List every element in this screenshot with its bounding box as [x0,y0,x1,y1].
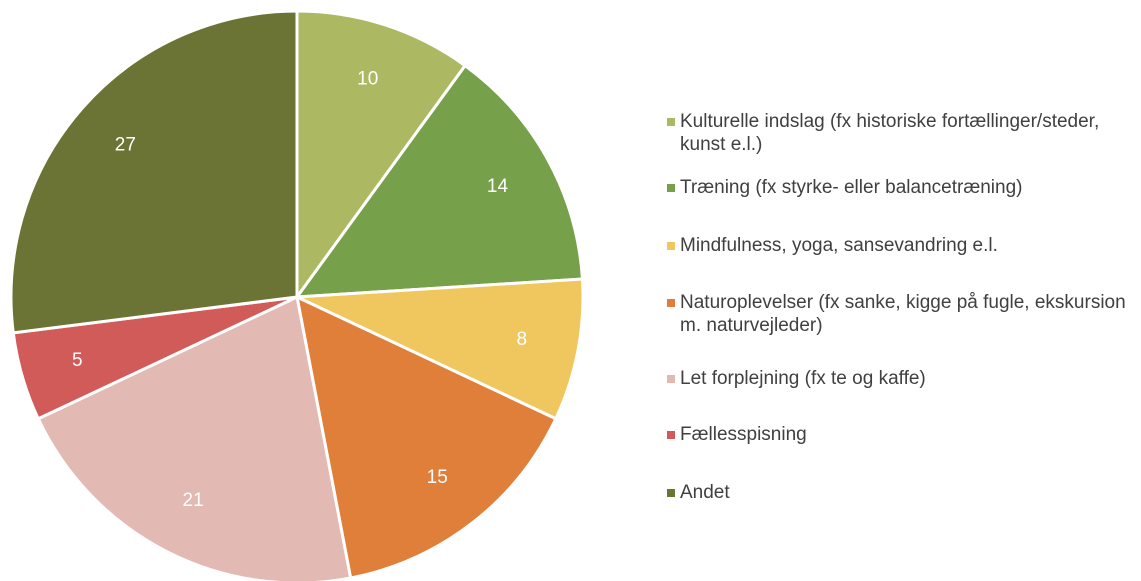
pie-slice [295,9,468,302]
legend-swatch [667,489,675,497]
legend-label: Mindfulness, yoga, sansevandring e.l. [680,235,998,256]
legend-label: Træning (fx styrke- eller balancetræning… [680,177,1023,198]
legend-label: Fællesspisning [680,424,807,445]
pie-slice [294,294,558,580]
pie-slice [9,9,299,335]
legend-entry: Fællesspisning [667,423,1137,446]
legend-entry: Andet [667,481,1137,504]
pie-slice [36,294,353,581]
legend-swatch [667,242,675,250]
legend-swatch [667,184,675,192]
legend-label: Let forplejning (fx te og kaffe) [680,368,926,389]
data-label: 21 [183,490,204,511]
pie-area: 10 14 8 15 21 5 27 [9,9,585,581]
data-label: 27 [115,135,136,156]
legend-entry: Naturoplevelser (fx sanke, kigge på fugl… [667,291,1137,337]
data-label: 5 [72,350,83,371]
legend-swatch [667,375,675,383]
data-label: 8 [516,329,527,350]
data-label: 10 [357,68,378,89]
legend-label: Andet [680,482,730,503]
legend-swatch [667,299,675,307]
legend-entry: Let forplejning (fx te og kaffe) [667,367,1137,390]
legend-entry: Mindfulness, yoga, sansevandring e.l. [667,234,1137,257]
data-label: 14 [487,176,509,197]
data-label: 15 [427,467,448,488]
legend-entry: Træning (fx styrke- eller balancetræning… [667,176,1137,199]
legend-label: Kulturelle indslag (fx historiske fortæl… [680,111,1100,155]
legend-swatch [667,118,675,126]
pie-slice [296,277,585,421]
legend-label: Naturoplevelser (fx sanke, kigge på fugl… [680,292,1126,336]
legend-entry: Kulturelle indslag (fx historiske fortæl… [667,110,1137,156]
legend-swatch [667,431,675,439]
pie-slice [293,63,585,299]
